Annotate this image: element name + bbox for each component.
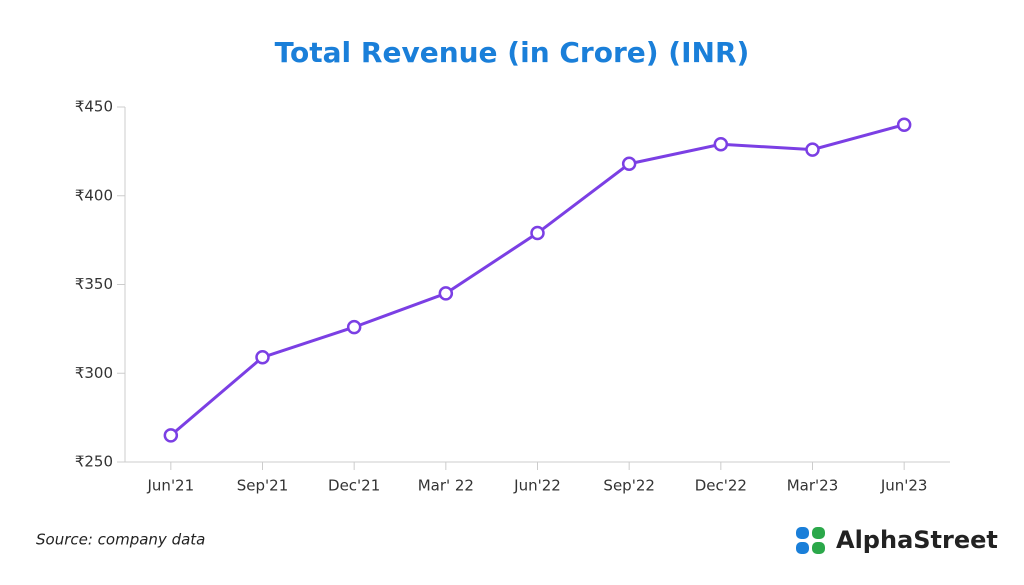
data-point	[805, 142, 820, 157]
data-point	[621, 156, 637, 172]
data-point	[255, 350, 270, 365]
y-tick-label: ₹350	[75, 275, 113, 293]
y-tick-label: ₹300	[75, 364, 113, 382]
y-tick-label: ₹400	[75, 186, 113, 204]
logo-text: AlphaStreet	[836, 526, 998, 554]
y-tick-label: ₹450	[75, 98, 113, 116]
chart-title: Total Revenue (in Crore) (INR)	[275, 36, 750, 69]
x-tick-label: Mar'23	[787, 477, 839, 495]
x-tick-label: Jun'23	[880, 477, 928, 495]
x-tick-label: Mar' 22	[418, 477, 474, 495]
data-point	[713, 137, 729, 152]
x-tick-label: Jun'22	[513, 477, 561, 495]
x-tick-label: Dec'21	[328, 477, 380, 495]
data-point	[530, 225, 545, 241]
data-point	[438, 286, 454, 301]
data-point	[163, 428, 179, 443]
y-tick-label: ₹250	[75, 453, 113, 471]
series-line	[169, 123, 905, 437]
logo-icon	[796, 527, 825, 554]
x-tick-label: Sep'22	[603, 477, 654, 495]
x-tick-label: Dec'22	[695, 477, 747, 495]
data-point	[896, 117, 912, 132]
data-point	[346, 319, 362, 335]
source-note: Source: company data	[36, 531, 205, 549]
x-tick-label: Sep'21	[237, 477, 288, 495]
x-tick-label: Jun'21	[147, 477, 195, 495]
